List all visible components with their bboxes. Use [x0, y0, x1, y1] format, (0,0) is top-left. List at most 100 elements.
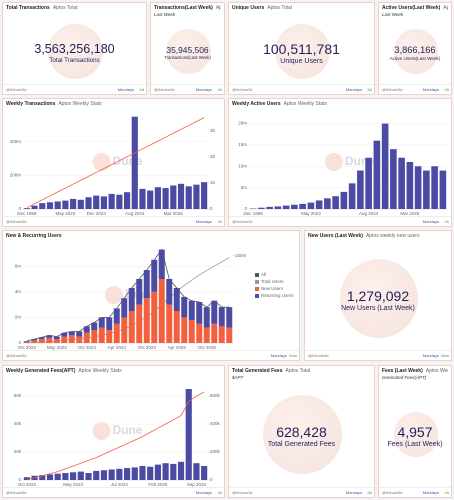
panel: New Users (Last Week) Aptos weekly new us… [304, 230, 452, 361]
age: 4h [444, 219, 449, 224]
panel-title: Weekly Active Users [232, 101, 281, 107]
y-tick-label: 200m [10, 173, 22, 178]
bar [166, 279, 173, 305]
bar [116, 468, 123, 480]
panel-footer: @0xham3d Mondays 4h [151, 84, 224, 94]
schedule: Mondays [195, 490, 212, 495]
bar [116, 194, 123, 209]
age: 5d [367, 87, 372, 92]
bar [83, 332, 90, 343]
y-tick-label: 0 [18, 340, 21, 345]
bar [121, 317, 128, 343]
y2-tick-label: 400k [210, 421, 221, 426]
author: @0xham3d [308, 353, 329, 358]
panel-header: Weekly Active Users Aptos Weekly Stats [232, 101, 448, 107]
series-line [26, 257, 230, 344]
panel-header: Unique Users Aptos Total [232, 5, 371, 11]
bar [211, 323, 218, 343]
y-tick-label: 20m [238, 121, 247, 126]
bar [23, 477, 30, 480]
bar [158, 249, 165, 279]
bar [170, 463, 177, 480]
bar [274, 206, 282, 209]
bar [83, 326, 90, 333]
bar [113, 308, 120, 324]
watermark-logo [92, 153, 111, 171]
legend-label: Total Users [261, 279, 284, 284]
age: 4h [444, 490, 449, 495]
bar [154, 464, 161, 480]
bar [185, 186, 192, 209]
bar [340, 191, 348, 209]
bar [315, 200, 323, 209]
panel: Weekly Active Users Aptos Weekly Stats @0x… [228, 98, 452, 227]
counter-label: Total Transactions [49, 57, 100, 65]
bar [39, 203, 46, 209]
legend-swatch [255, 294, 259, 298]
bar [173, 311, 180, 343]
bar [398, 157, 405, 209]
bar [38, 337, 45, 340]
bar [128, 287, 135, 311]
panel: Total Transactions Aptos Total @0xham3d Mon… [2, 2, 147, 95]
legend-swatch [255, 287, 259, 291]
panel-footer: @0xham3d Mondays 5d [229, 487, 374, 497]
age: 5d [367, 490, 372, 495]
bar [423, 170, 430, 209]
x-tick-label: Oct 2022 [18, 482, 37, 487]
y-tick-label: 20k [14, 449, 22, 454]
panel-source: Aptos Total [52, 5, 78, 11]
counter-label: Transactions(Last Week) [164, 55, 211, 61]
author: @0xham3d [232, 87, 253, 92]
author: @0xham3d [232, 219, 253, 224]
bar [431, 166, 438, 209]
age: 4h [217, 490, 222, 495]
bar [226, 327, 233, 343]
y-tick-label: 400m [10, 139, 22, 144]
bar [113, 323, 120, 343]
counter-label: Total Generated Fees [267, 440, 336, 448]
author: @0xham3d [6, 490, 27, 495]
bar [62, 473, 69, 480]
bar [166, 304, 173, 343]
legend-label: Returning Users [261, 293, 294, 298]
y-tick-label: 15m [238, 142, 247, 147]
panel-footer: @0xham3d Mondays 9mo [3, 350, 299, 360]
bar [123, 192, 131, 209]
bar [131, 467, 138, 480]
legend-swatch [255, 280, 259, 284]
bar [151, 291, 158, 343]
panel-footer: @0xham3d Mondays 4h [379, 487, 451, 497]
number-backdrop [47, 23, 104, 80]
bar [136, 279, 143, 305]
bar [218, 307, 225, 327]
panel-footer: @0xham3d Mondays 5d [3, 84, 146, 94]
counter-value: 1,279,092 [346, 288, 410, 304]
y2-tick-label: 100m [235, 253, 247, 258]
bar [31, 205, 38, 209]
bar [291, 204, 298, 209]
bar [181, 317, 188, 343]
bar [162, 463, 169, 480]
number-backdrop [274, 23, 331, 80]
y-tick-label: 40k [14, 421, 22, 426]
panel-title: Fees (Last Week) [382, 368, 423, 374]
series-line [26, 391, 205, 480]
bar [76, 331, 83, 337]
panel-source: Aptos weekly new users [365, 233, 420, 239]
panel: Weekly Transactions Aptos Weekly Stats @0x… [2, 98, 225, 227]
age: 4h [217, 219, 222, 224]
bar [85, 197, 92, 209]
author: @0xham3d [6, 219, 27, 224]
panel-header: Fees (Last Week)Aptos Wee... [382, 368, 448, 374]
x-tick-label: Mar 2025 [400, 211, 420, 216]
schedule: Mondays [345, 490, 362, 495]
bar [68, 335, 75, 343]
panel-source: Apt... [443, 5, 448, 11]
watermark-logo [92, 422, 111, 440]
bar [218, 326, 225, 343]
panel-footer: @0xham3d Mondays 4h [3, 216, 224, 226]
panel-source: Apt... [215, 5, 221, 11]
bar [131, 116, 138, 209]
